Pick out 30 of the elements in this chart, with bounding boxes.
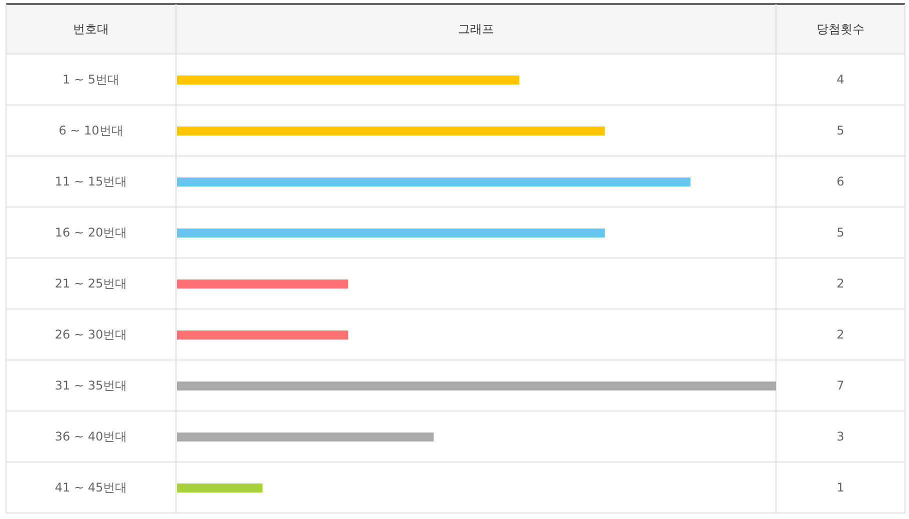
data-label: 1 — [836, 480, 844, 494]
bar — [177, 126, 605, 136]
data-label: 5 — [836, 226, 844, 240]
y-tick-label: 16 ~ 20번대 — [54, 226, 128, 240]
y-tick-label: 6 ~ 10번대 — [58, 124, 124, 138]
bar — [177, 76, 520, 84]
y-tick-label: 1 ~ 5번대 — [62, 72, 120, 86]
data-label: 6 — [836, 174, 844, 188]
data-label: 2 — [836, 328, 844, 342]
bar — [177, 228, 605, 238]
y-tick-label: 26 ~ 30번대 — [54, 328, 128, 342]
data-label: 5 — [836, 124, 844, 138]
data-label: 4 — [836, 72, 844, 86]
data-label: 7 — [836, 378, 844, 392]
text: 당첨횟수 — [816, 22, 864, 36]
bar — [177, 382, 776, 390]
bar — [177, 330, 348, 340]
y-tick-label: 21 ~ 25번대 — [54, 276, 128, 290]
data-label: 2 — [836, 276, 844, 290]
bar — [177, 484, 263, 492]
y-tick-label: 11 ~ 15번대 — [54, 174, 128, 188]
y-tick-label: 36 ~ 40번대 — [54, 430, 128, 444]
bar — [177, 280, 348, 288]
y-axis-title: 번호대 — [73, 22, 109, 36]
y-tick-label: 31 ~ 35번대 — [54, 378, 128, 392]
data-label: 3 — [836, 430, 844, 444]
y-tick-label: 41 ~ 45번대 — [54, 480, 128, 494]
bar — [177, 432, 434, 442]
x-axis-title: 그래프 — [458, 22, 494, 36]
bar — [177, 178, 690, 186]
